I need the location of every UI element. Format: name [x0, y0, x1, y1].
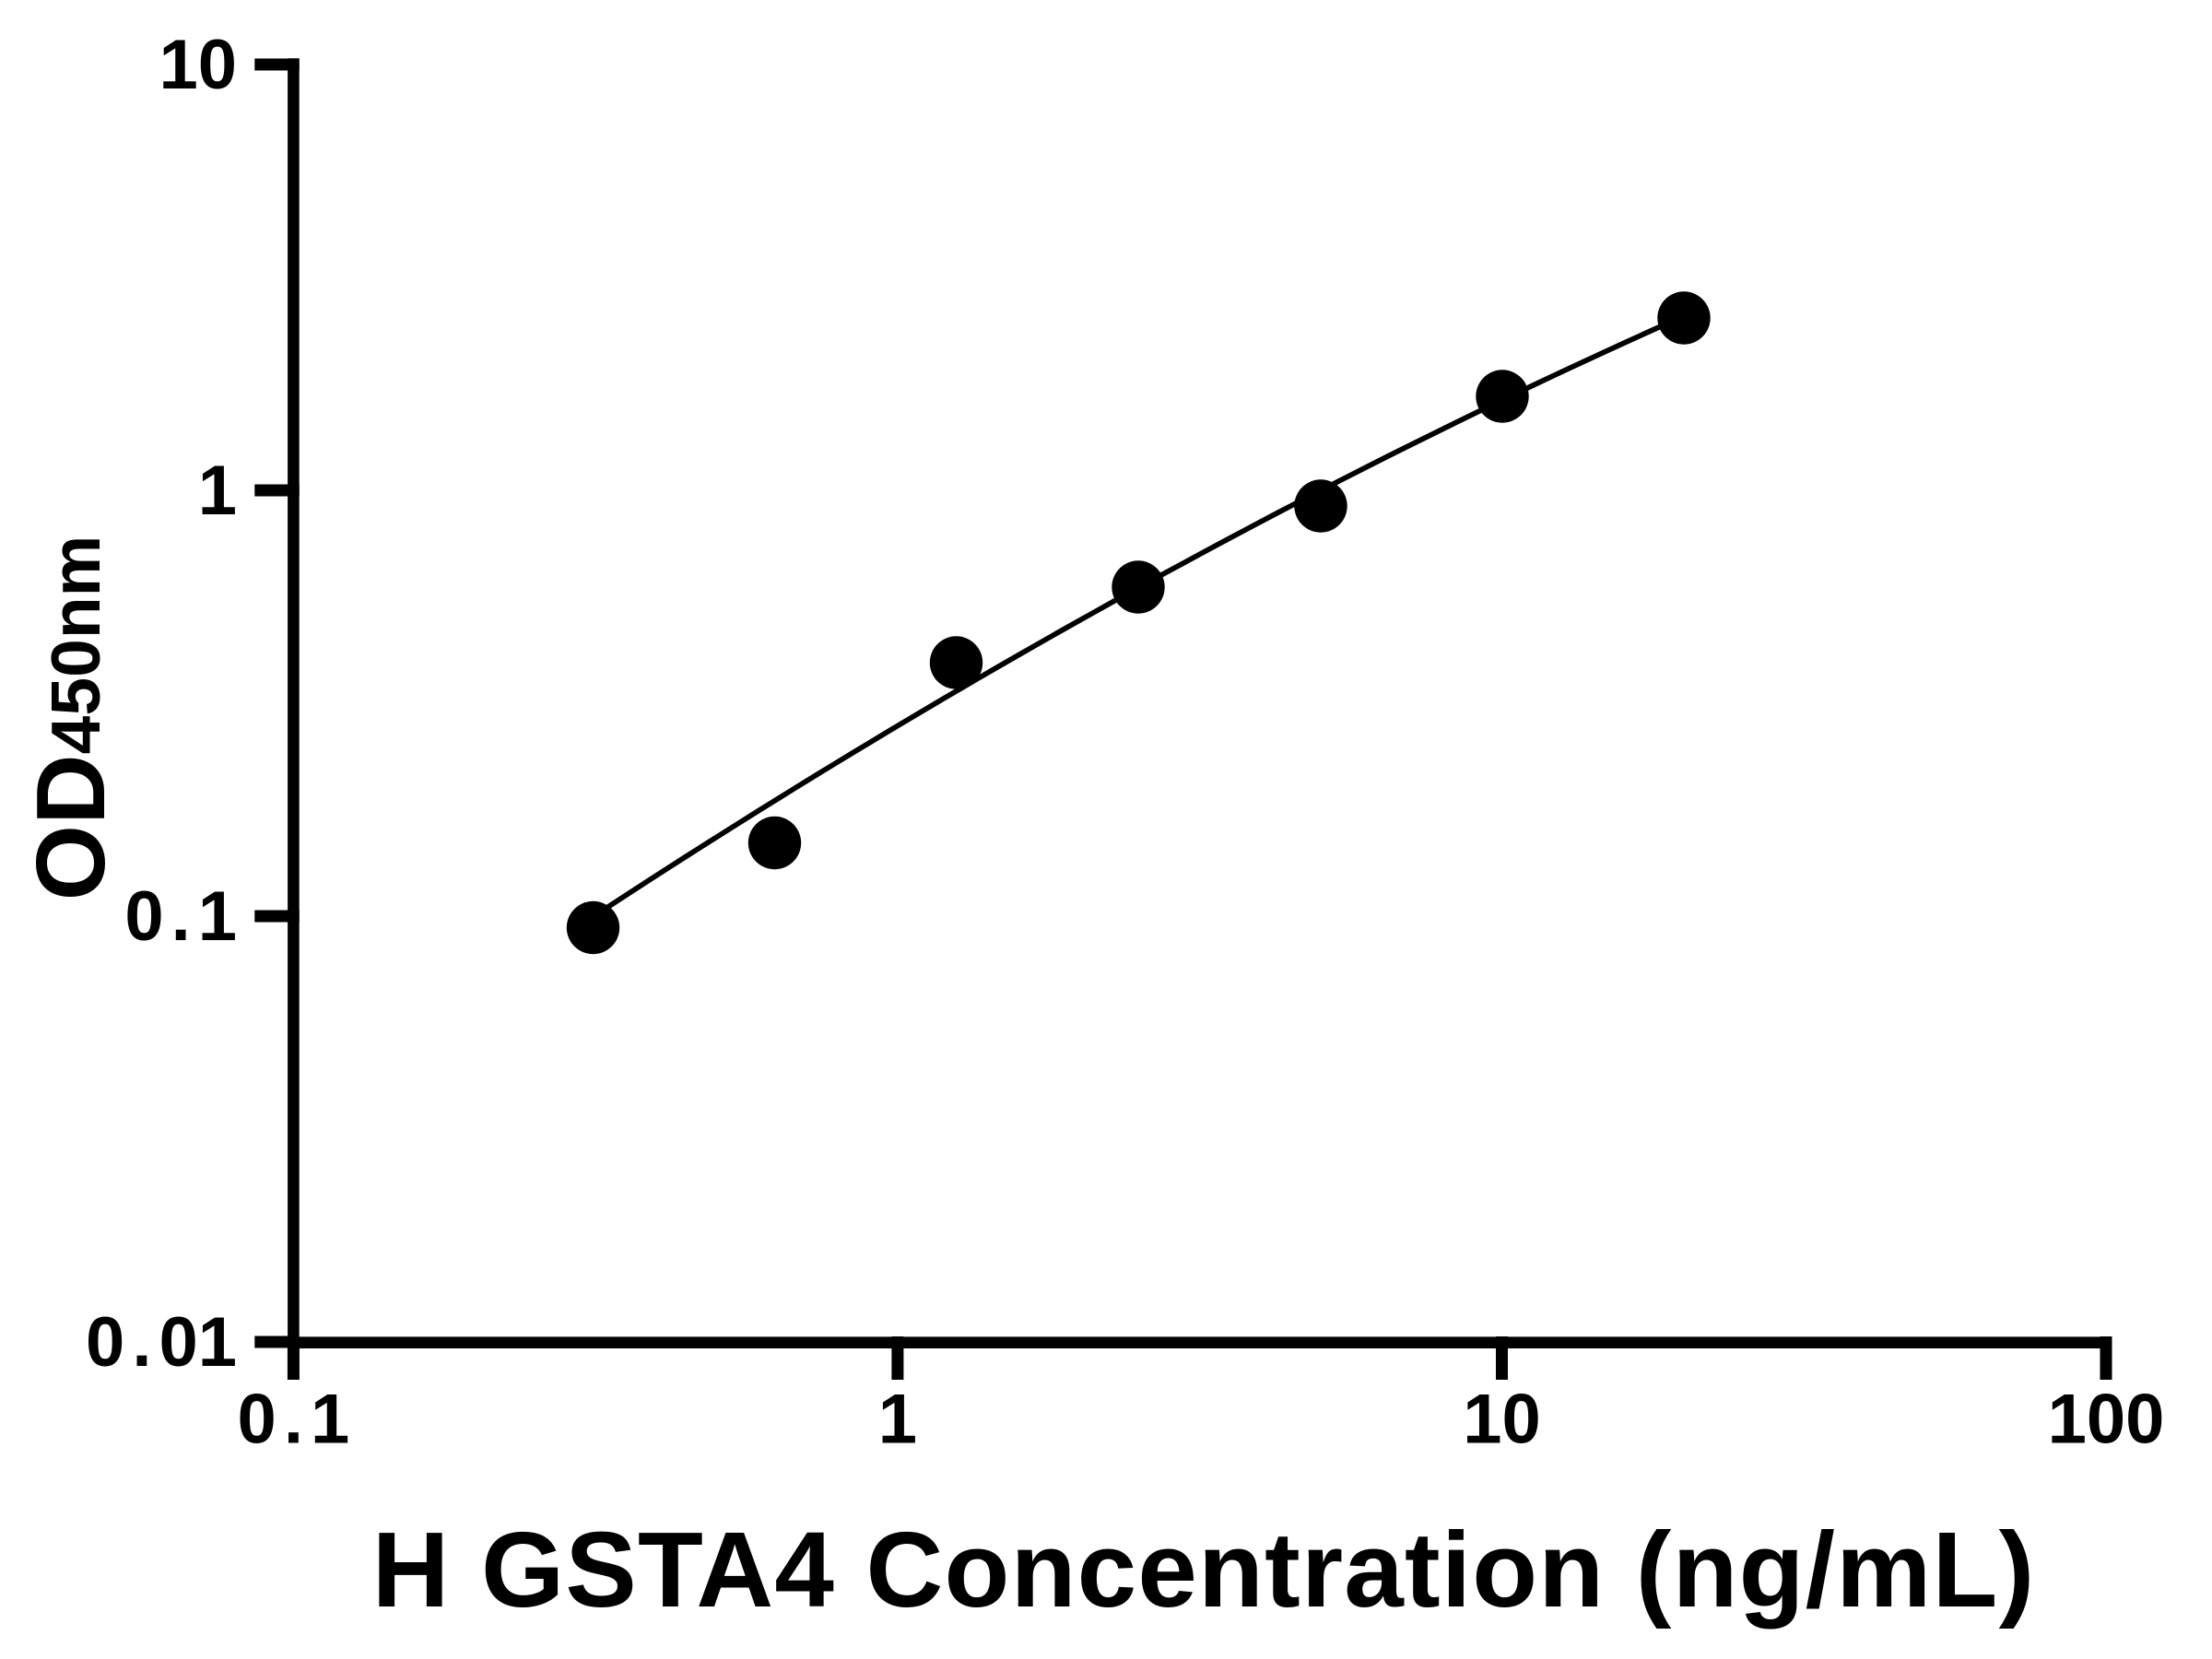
svg-text:100: 100 [2048, 1381, 2165, 1459]
svg-text:0.1: 0.1 [238, 1381, 350, 1459]
svg-text:10: 10 [159, 26, 237, 104]
svg-text:1: 1 [878, 1381, 917, 1459]
svg-text:1: 1 [198, 452, 237, 530]
svg-text:10: 10 [1463, 1381, 1541, 1459]
svg-text:0.1: 0.1 [124, 877, 237, 956]
svg-text:0.01: 0. 01 [86, 1303, 237, 1382]
svg-text:H GSTA4 Concentration (ng/mL): H GSTA4 Concentration (ng/mL) [372, 1510, 2036, 1630]
